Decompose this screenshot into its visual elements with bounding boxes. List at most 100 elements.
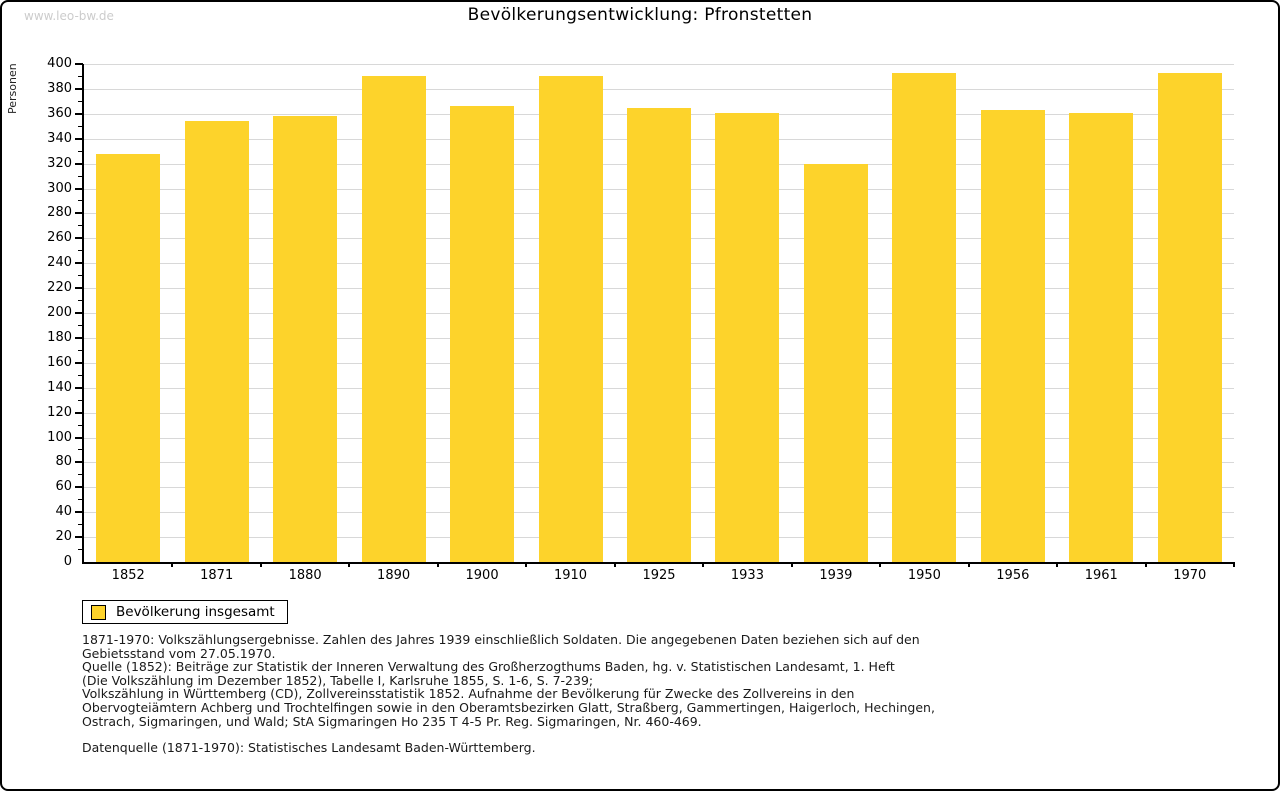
y-axis-tick	[75, 63, 83, 65]
y-axis-title: Personen	[6, 63, 19, 114]
x-axis-label: 1956	[996, 568, 1030, 583]
y-axis-tick	[78, 324, 83, 326]
x-axis-tick	[525, 562, 528, 567]
y-axis-tick	[78, 75, 83, 77]
x-axis-tick	[879, 562, 882, 567]
legend-swatch	[91, 604, 106, 620]
x-axis-tick	[436, 562, 439, 567]
y-axis-tick	[75, 287, 83, 290]
x-axis-label: 1910	[553, 568, 588, 583]
chart-title: Bevölkerungsentwicklung: Pfronstetten	[467, 5, 813, 25]
y-axis-label: 200	[47, 305, 72, 320]
x-axis-label: 1871	[200, 568, 234, 583]
bar	[96, 153, 161, 562]
y-axis-tick	[75, 461, 83, 464]
x-axis-tick	[259, 562, 262, 567]
y-axis-tick	[75, 137, 83, 140]
y-axis-tick	[75, 386, 83, 389]
y-axis-label: 320	[47, 155, 72, 171]
y-axis-tick	[78, 349, 83, 351]
footnotes: 1871-1970: Volkszählungsergebnisse. Zahl…	[82, 633, 1202, 755]
x-axis-label: 1961	[1084, 568, 1118, 583]
y-axis-label: 240	[47, 255, 72, 271]
y-axis-tick	[75, 212, 83, 215]
y-axis-tick	[78, 474, 83, 476]
x-axis-label: 1950	[907, 568, 941, 583]
y-axis-tick	[75, 312, 83, 314]
y-axis-label: 120	[47, 404, 72, 420]
footnote-datasource: Datenquelle (1871-1970): Statistisches L…	[82, 740, 536, 756]
y-axis-label: 360	[47, 105, 72, 121]
legend: Bevölkerung insgesamt	[82, 600, 288, 624]
bar	[1069, 112, 1134, 562]
y-axis-tick	[78, 150, 83, 152]
y-axis-tick	[75, 411, 83, 414]
y-axis-tick	[78, 250, 83, 252]
y-axis-label: 180	[47, 329, 72, 345]
x-axis-label: 1939	[819, 568, 853, 583]
x-axis-tick	[613, 562, 616, 567]
bar	[715, 112, 780, 562]
y-axis-tick	[78, 399, 83, 401]
y-axis-label: 60	[55, 479, 72, 495]
bar	[1157, 72, 1222, 562]
y-axis-tick	[78, 449, 83, 451]
y-axis-tick	[75, 187, 83, 190]
watermark: www.leo-bw.de	[24, 9, 114, 23]
y-axis-tick	[75, 87, 83, 90]
y-axis-tick	[75, 486, 83, 489]
bar	[803, 163, 868, 562]
y-axis-tick	[75, 262, 83, 265]
y-axis-tick	[75, 536, 83, 539]
gridline	[84, 64, 1234, 65]
y-axis-tick	[78, 125, 83, 127]
x-axis-tick	[702, 562, 705, 567]
bar	[980, 110, 1045, 562]
y-axis-tick	[75, 336, 83, 339]
plot-area: 0 20 40 60 80 100 120 140 160 180 200 220 240 260 280 3…	[47, 57, 1235, 583]
x-axis-tick	[1056, 562, 1059, 567]
y-axis-label: 100	[47, 429, 72, 445]
x-axis-tick	[967, 562, 970, 567]
y-axis-label: 80	[55, 454, 72, 470]
bar	[892, 72, 957, 562]
y-axis-tick	[75, 237, 83, 240]
y-axis-tick	[78, 275, 83, 277]
gridline	[84, 88, 1234, 90]
y-axis-label: 340	[47, 130, 72, 146]
y-axis-label: 260	[47, 230, 72, 246]
x-axis-label: 1933	[730, 568, 764, 583]
x-axis-label: 1852	[111, 568, 145, 583]
y-axis-tick	[75, 436, 83, 439]
x-axis-label: 1900	[465, 568, 499, 583]
y-axis-tick	[78, 100, 83, 102]
bar	[273, 116, 338, 562]
x-axis-tick	[1233, 562, 1235, 567]
y-axis-label: 40	[55, 504, 72, 520]
y-axis-label: 0	[63, 554, 72, 569]
y-axis-tick	[78, 549, 83, 551]
bar	[361, 76, 426, 562]
x-axis-tick	[790, 562, 793, 567]
bar	[627, 107, 691, 562]
y-axis-label: 20	[55, 529, 72, 545]
x-axis-label: 1970	[1173, 568, 1207, 583]
y-axis-tick	[78, 499, 83, 501]
x-axis-tick	[1144, 562, 1147, 567]
y-axis-tick	[78, 374, 83, 376]
footnote-main: 1871-1970: Volkszählungsergebnisse. Zahl…	[82, 632, 935, 729]
x-axis-tick	[348, 562, 351, 567]
legend-label: Bevölkerung insgesamt	[116, 604, 275, 620]
y-axis-label: 140	[47, 379, 72, 395]
y-axis-label: 380	[47, 80, 72, 96]
y-axis-tick	[78, 175, 83, 177]
y-axis-tick	[75, 112, 83, 115]
y-axis-label: 160	[47, 354, 72, 370]
y-axis-tick	[75, 511, 83, 514]
y-axis-tick	[78, 225, 83, 227]
y-axis-tick	[78, 524, 83, 526]
x-axis-label: 1890	[377, 568, 411, 583]
y-axis-tick	[78, 300, 83, 302]
y-axis-label: 280	[47, 205, 72, 221]
